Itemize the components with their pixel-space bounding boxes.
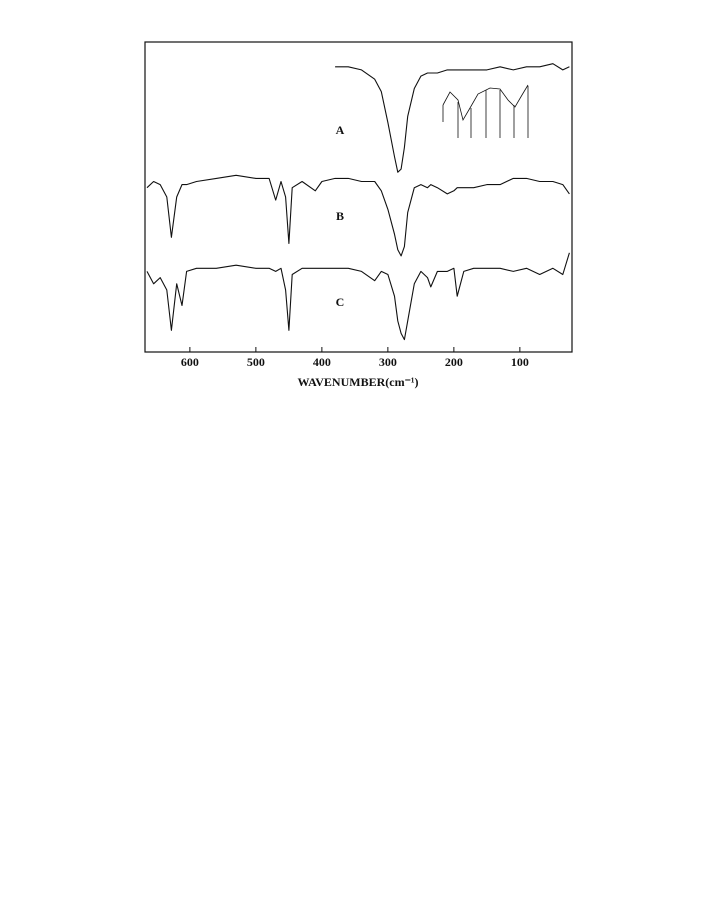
x-tick-label: 300 [379, 355, 397, 369]
series-label: B [336, 209, 344, 223]
x-tick-label: 400 [313, 355, 331, 369]
spectrum-line [146, 252, 570, 341]
series-label: A [336, 123, 345, 137]
plot-frame [144, 41, 573, 353]
x-tick-label: 500 [247, 355, 265, 369]
series-label: C [336, 295, 345, 309]
x-axis-title: WAVENUMBER(cm⁻¹) [297, 375, 418, 389]
spectrum-line [146, 174, 570, 257]
inset [442, 84, 529, 138]
x-tick-label: 100 [511, 355, 529, 369]
x-tick-label: 200 [445, 355, 463, 369]
x-tick-label: 600 [181, 355, 199, 369]
spectrum-line [335, 63, 570, 173]
